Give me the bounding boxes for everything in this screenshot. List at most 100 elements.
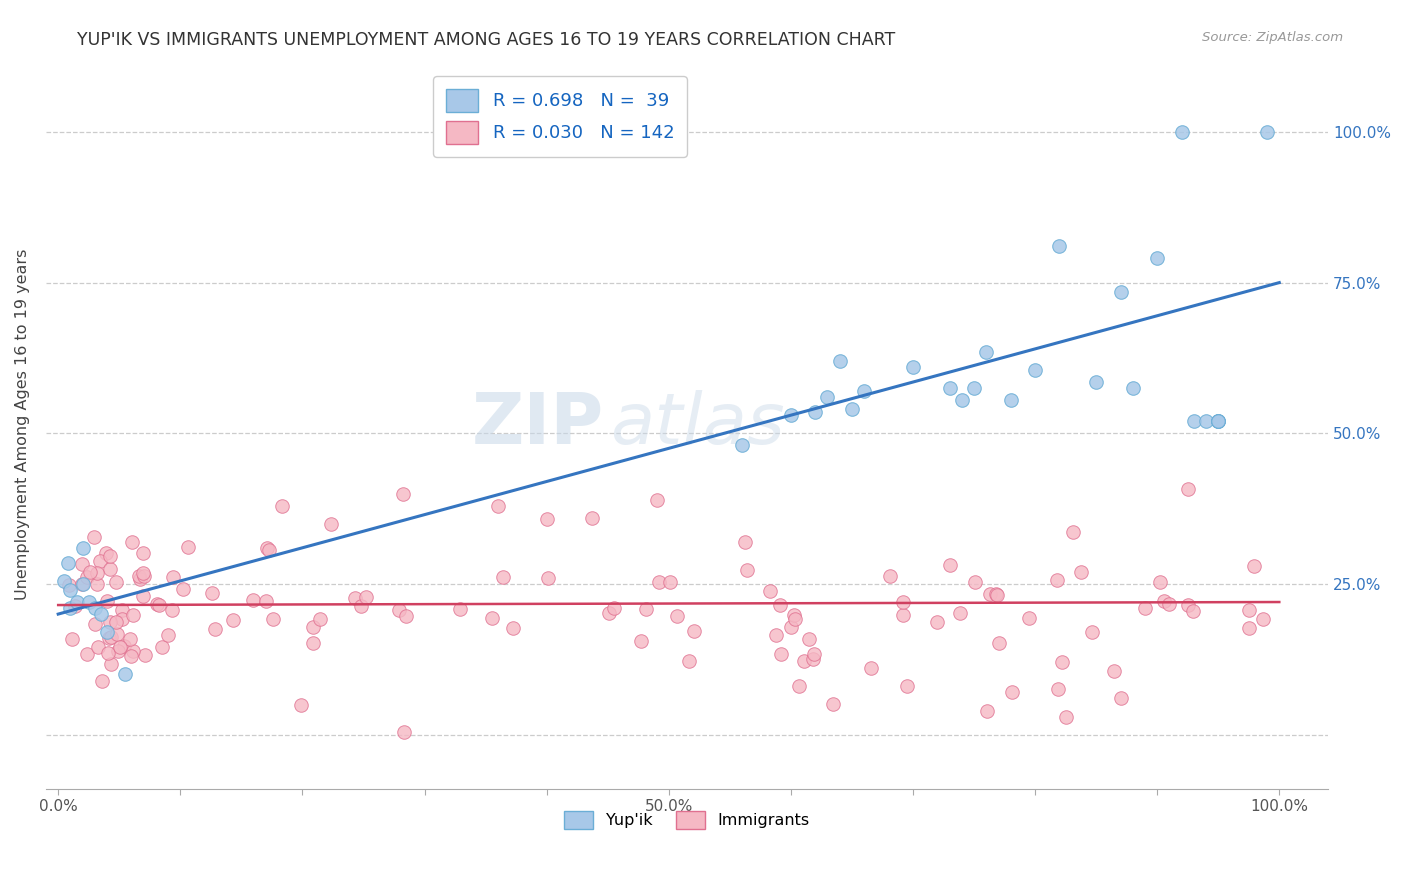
Point — [354, 591, 377, 605]
Point — [98, 615, 121, 629]
Point — [793, 654, 815, 668]
Point — [104, 574, 127, 589]
Point — [1052, 656, 1074, 670]
Point — [780, 620, 803, 634]
Point — [787, 680, 810, 694]
Point — [925, 615, 948, 629]
Point — [201, 586, 224, 600]
Text: YUP'IK VS IMMIGRANTS UNEMPLOYMENT AMONG AGES 16 TO 19 YEARS CORRELATION CHART: YUP'IK VS IMMIGRANTS UNEMPLOYMENT AMONG … — [77, 31, 896, 49]
Point — [648, 575, 671, 590]
Text: Source: ZipAtlas.com: Source: ZipAtlas.com — [1202, 31, 1343, 45]
Point — [1177, 599, 1199, 613]
Point — [1206, 414, 1229, 428]
Point — [120, 632, 142, 646]
Point — [1182, 604, 1205, 618]
Point — [70, 577, 93, 591]
Point — [537, 571, 560, 585]
Point — [939, 558, 962, 572]
Point — [1024, 363, 1046, 377]
Point — [108, 640, 131, 654]
Point — [60, 632, 83, 646]
Point — [87, 640, 110, 655]
Point — [131, 546, 153, 560]
Point — [769, 598, 792, 612]
Point — [769, 647, 792, 661]
Point — [156, 628, 179, 642]
Point — [98, 631, 121, 645]
Point — [59, 582, 82, 597]
Point — [949, 606, 972, 620]
Point — [100, 657, 122, 672]
Point — [974, 345, 997, 359]
Point — [100, 630, 122, 644]
Point — [160, 603, 183, 617]
Point — [76, 569, 98, 583]
Point — [132, 566, 155, 580]
Point — [536, 512, 558, 526]
Y-axis label: Unemployment Among Ages 16 to 19 years: Unemployment Among Ages 16 to 19 years — [15, 249, 30, 600]
Point — [634, 601, 657, 615]
Point — [146, 598, 169, 612]
Point — [129, 572, 152, 586]
Point — [132, 589, 155, 603]
Point — [319, 516, 342, 531]
Point — [1109, 285, 1132, 299]
Point — [90, 607, 112, 621]
Point — [502, 622, 524, 636]
Point — [823, 698, 845, 712]
Point — [120, 649, 142, 664]
Point — [262, 612, 284, 626]
Point — [53, 574, 76, 588]
Point — [1251, 612, 1274, 626]
Point — [891, 595, 914, 609]
Point — [1070, 566, 1092, 580]
Point — [254, 594, 277, 608]
Point — [481, 611, 503, 625]
Point — [114, 667, 136, 681]
Point — [83, 601, 105, 615]
Point — [257, 543, 280, 558]
Point — [797, 632, 820, 646]
Point — [645, 492, 668, 507]
Point — [986, 588, 1008, 602]
Point — [492, 570, 515, 584]
Point — [105, 627, 128, 641]
Point — [734, 534, 756, 549]
Point — [1182, 414, 1205, 428]
Point — [783, 612, 806, 626]
Point — [896, 680, 918, 694]
Point — [486, 499, 509, 513]
Point — [860, 661, 883, 675]
Point — [98, 562, 121, 576]
Point — [86, 566, 108, 580]
Legend: Yup'ik, Immigrants: Yup'ik, Immigrants — [558, 805, 817, 836]
Point — [94, 546, 117, 560]
Point — [72, 557, 94, 571]
Point — [86, 577, 108, 591]
Point — [683, 624, 706, 639]
Point — [1104, 665, 1126, 679]
Point — [782, 607, 804, 622]
Point — [63, 599, 86, 613]
Point — [79, 565, 101, 579]
Point — [963, 574, 986, 589]
Point — [134, 648, 156, 662]
Point — [112, 639, 135, 653]
Point — [963, 381, 986, 395]
Point — [290, 698, 312, 713]
Point — [110, 602, 132, 616]
Point — [1146, 252, 1168, 266]
Point — [950, 393, 973, 408]
Point — [1206, 414, 1229, 428]
Point — [72, 541, 94, 555]
Point — [98, 549, 121, 563]
Point — [841, 402, 863, 417]
Point — [344, 591, 367, 606]
Text: atlas: atlas — [610, 390, 785, 458]
Point — [58, 578, 80, 592]
Point — [256, 541, 278, 555]
Point — [349, 599, 371, 614]
Point — [96, 593, 118, 607]
Point — [59, 601, 82, 615]
Point — [801, 652, 824, 666]
